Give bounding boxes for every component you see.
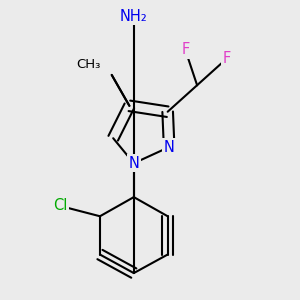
- Text: N: N: [128, 156, 139, 171]
- Text: NH₂: NH₂: [120, 8, 148, 23]
- Text: F: F: [181, 42, 190, 57]
- Text: F: F: [222, 51, 231, 66]
- Text: Cl: Cl: [53, 198, 68, 213]
- Text: N: N: [164, 140, 175, 154]
- Text: CH₃: CH₃: [76, 58, 101, 71]
